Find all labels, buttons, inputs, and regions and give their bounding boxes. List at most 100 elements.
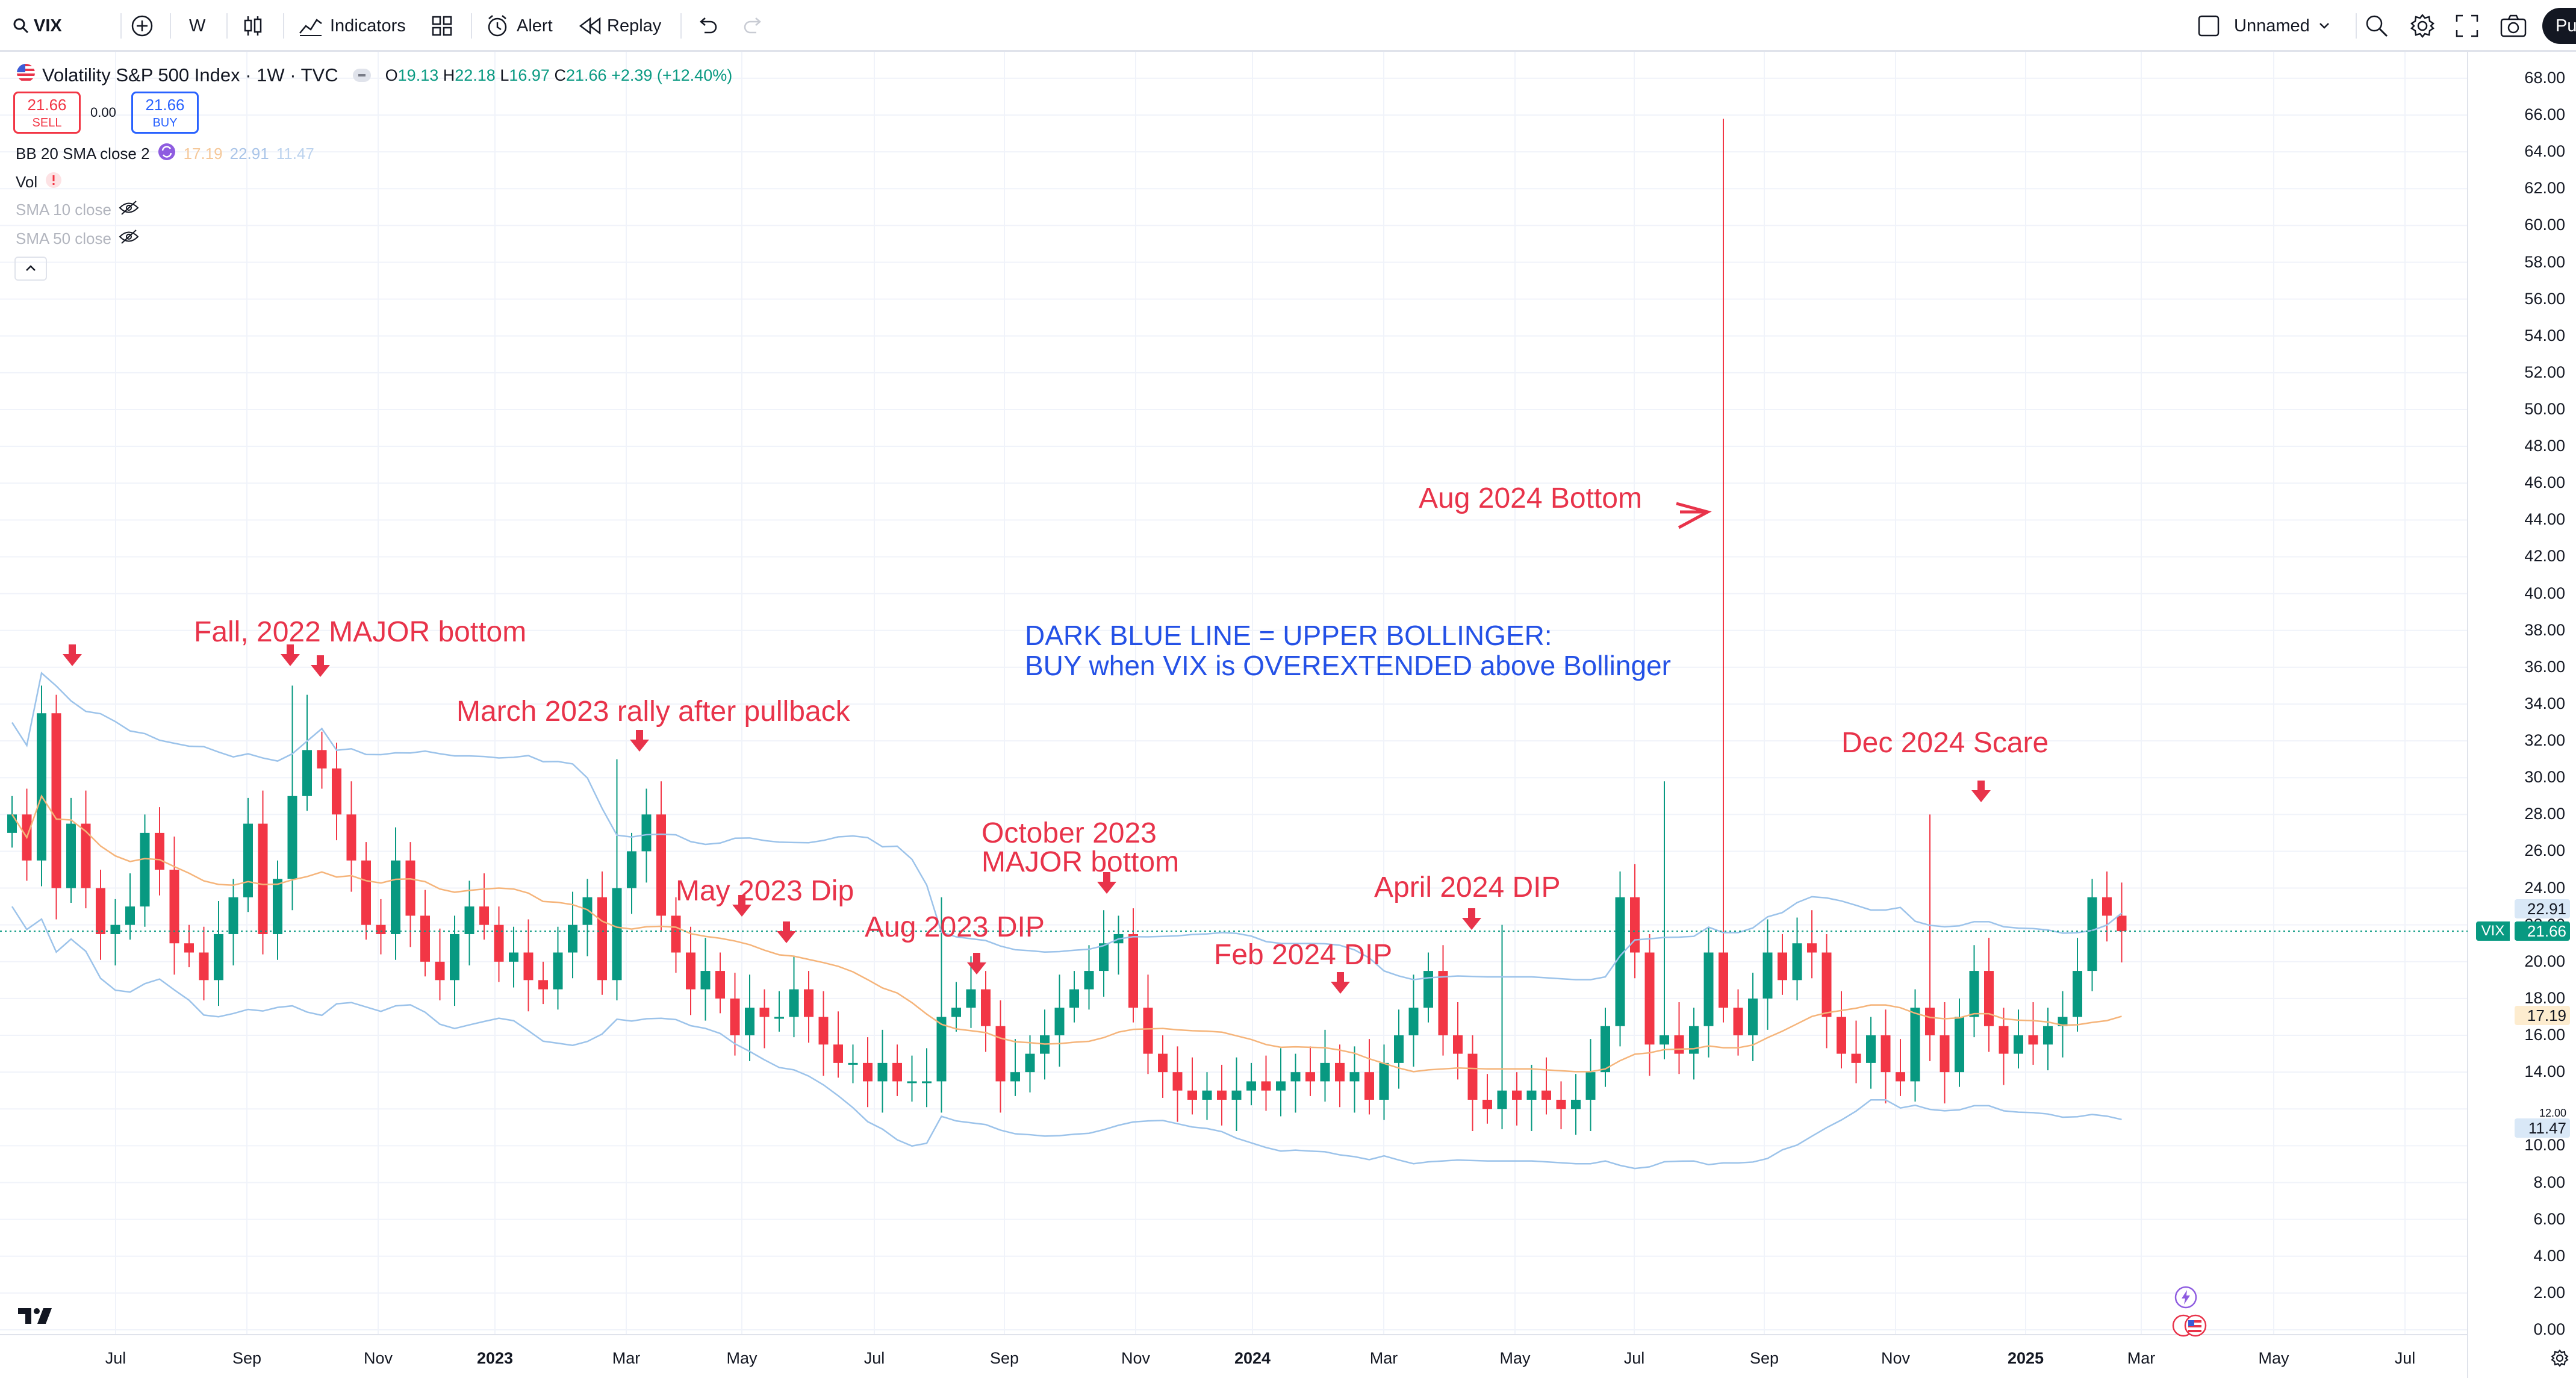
annotation-text[interactable]: March 2023 rally after pullback [456, 696, 850, 728]
price-tick-label: 30.00 [2524, 768, 2565, 787]
symbol-legend: Volatility S&P 500 Index · 1W · TVC O19.… [16, 63, 732, 88]
time-tick-label: Nov [1881, 1349, 1911, 1367]
candle-body [1010, 1072, 1020, 1082]
undo-button[interactable] [696, 0, 718, 52]
sell-label: SELL [32, 116, 62, 129]
spread-value: 0.00 [90, 105, 116, 120]
candle-body [1925, 1008, 1935, 1036]
low-label: L [500, 66, 509, 84]
annotation-text[interactable]: Feb 2024 DIP [1214, 939, 1393, 971]
candle-body [1276, 1081, 1286, 1091]
down-arrow-icon [287, 644, 294, 655]
toolbar-divider [170, 13, 171, 39]
buy-button[interactable]: 21.66 BUY [131, 92, 199, 134]
candle-body [951, 1008, 961, 1017]
sync-icon [157, 142, 176, 166]
annotation-text[interactable]: October 2023 [982, 817, 1157, 849]
indicators-icon [299, 15, 323, 37]
chart-type-button[interactable] [242, 0, 264, 52]
price-chart[interactable] [0, 52, 2576, 1378]
publish-button[interactable]: Pu [2542, 0, 2576, 52]
replay-button[interactable]: Replay [579, 0, 661, 52]
alert-label: Alert [517, 16, 553, 36]
candle-body [1615, 897, 1625, 1026]
down-arrow-icon [1462, 918, 1481, 930]
annotation-text[interactable]: MAJOR bottom [982, 846, 1180, 878]
annotation-text[interactable]: Dec 2024 Scare [1841, 727, 2049, 759]
collapse-legend-button[interactable] [14, 257, 47, 281]
annotation-text[interactable]: April 2024 DIP [1374, 871, 1561, 903]
compare-button[interactable] [130, 0, 154, 52]
tradingview-logo[interactable] [17, 1305, 58, 1329]
indicator-bollinger[interactable]: BB 20 SMA close 2 17.19 22.91 11.47 [16, 142, 314, 166]
gear-icon [2410, 13, 2435, 39]
fullscreen-button[interactable] [2456, 0, 2478, 52]
candle-body [745, 1008, 754, 1036]
annotation-text[interactable]: May 2023 Dip [676, 875, 854, 907]
interval-label: W [189, 16, 206, 36]
candle-body [1896, 1072, 1905, 1082]
indicator-sma10[interactable]: SMA 10 close [16, 200, 139, 220]
time-tick-label: Jul [1623, 1349, 1645, 1367]
symbol-search[interactable]: VIX [13, 0, 62, 52]
price-tick-label: 66.00 [2524, 105, 2565, 124]
candle-body [833, 1044, 843, 1063]
price-tick-label: 60.00 [2524, 216, 2565, 234]
candle-body [243, 823, 253, 897]
candle-body [1660, 1035, 1669, 1045]
candle-body [405, 860, 415, 916]
candle-body [1438, 971, 1448, 1036]
annotation-text[interactable]: Aug 2023 DIP [865, 911, 1045, 943]
candle-body [1630, 897, 1640, 953]
candle-body [479, 906, 489, 925]
indicator-volume[interactable]: Vol [16, 171, 63, 193]
down-arrow-icon [732, 905, 751, 917]
redo-button[interactable] [743, 0, 765, 52]
bollinger-lower-line [11, 906, 2122, 1170]
candle-body [228, 897, 238, 934]
annotation-text[interactable]: Aug 2024 Bottom [1419, 482, 1642, 514]
settings-button[interactable] [2410, 0, 2435, 52]
candle-body [1423, 971, 1433, 1008]
candle-body [774, 1017, 784, 1019]
scale-settings-button[interactable] [2551, 1349, 2569, 1370]
toolbar-divider [226, 13, 228, 39]
down-arrow-icon [1103, 872, 1110, 883]
lightning-event-icon[interactable] [2174, 1285, 2198, 1312]
candle-body [1231, 1090, 1242, 1100]
price-tick-label: 20.00 [2524, 952, 2565, 970]
indicator-sma50[interactable]: SMA 50 close [16, 229, 139, 249]
quick-search-button[interactable] [2364, 0, 2389, 52]
us-events-icon[interactable] [2171, 1313, 2210, 1341]
buy-price: 21.66 [145, 96, 185, 114]
candle-body [966, 989, 976, 1008]
candle-body [1733, 1008, 1743, 1036]
rewind-icon [579, 17, 601, 35]
price-tick-label: 28.00 [2524, 805, 2565, 823]
candle-body [597, 897, 607, 980]
close-label: C [554, 66, 566, 84]
price-tick-label: 0.00 [2533, 1320, 2565, 1338]
indicators-button[interactable]: Indicators [299, 0, 406, 52]
annotation-text[interactable]: BUY when VIX is OVEREXTENDED above Bolli… [1025, 650, 1671, 681]
alert-button[interactable]: Alert [485, 0, 553, 52]
interval-button[interactable]: W [189, 0, 205, 52]
snapshot-button[interactable] [2500, 0, 2527, 52]
time-tick-label: May [1499, 1349, 1531, 1367]
toolbar-divider [680, 13, 682, 39]
annotation-text[interactable]: Fall, 2022 MAJOR bottom [194, 616, 527, 648]
time-tick-label: Jul [105, 1349, 126, 1367]
price-tick-label: 32.00 [2524, 731, 2565, 750]
candle-body [81, 823, 91, 888]
candle-body [907, 1081, 917, 1083]
templates-button[interactable] [431, 0, 453, 52]
candle-body [66, 823, 76, 888]
grid-icon [431, 15, 453, 37]
layout-select[interactable]: Unnamed [2197, 0, 2330, 52]
candle-body [2058, 1017, 2068, 1026]
annotation-text[interactable]: DARK BLUE LINE = UPPER BOLLINGER: [1025, 620, 1552, 651]
sell-button[interactable]: 21.66 SELL [13, 92, 81, 134]
time-tick-label: Sep [989, 1349, 1019, 1367]
camera-icon [2500, 14, 2527, 37]
lower-band-label: 11.47 [2515, 1118, 2570, 1138]
